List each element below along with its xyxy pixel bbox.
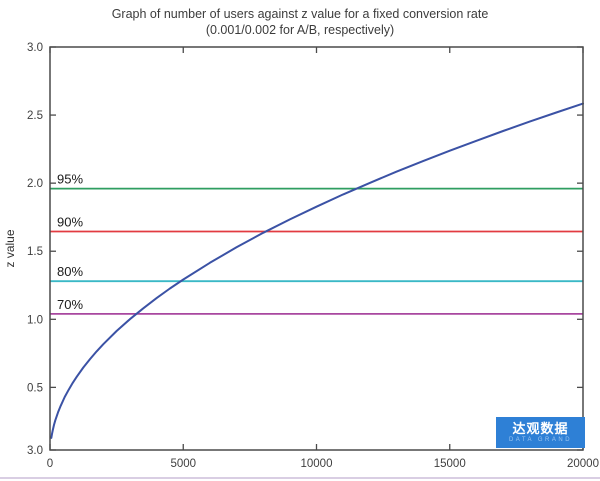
watermark-badge: 达观数据 DATA GRAND (496, 417, 585, 448)
y-tick-label: 1.0 (27, 314, 43, 326)
y-tick-label: 0.5 (27, 382, 43, 394)
bottom-divider (0, 477, 600, 479)
y-axis-title: z value (3, 229, 17, 267)
x-tick-label: 20000 (567, 458, 599, 470)
y-tick-label: 2.0 (27, 178, 43, 190)
y-tick-label: 1.5 (27, 246, 43, 258)
axis-box (49, 46, 584, 451)
reference-line-label-70%: 70% (57, 297, 83, 312)
x-tick-label: 15000 (434, 458, 466, 470)
reference-line-label-80%: 80% (57, 264, 83, 279)
reference-line-label-90%: 90% (57, 214, 83, 229)
chart-title-line1: Graph of number of users against z value… (111, 7, 489, 21)
watermark-en-text: DATA GRAND (508, 437, 573, 443)
x-tick-label: 5000 (170, 458, 196, 470)
watermark-cn-text: 达观数据 (512, 421, 569, 436)
y-tick-label: 2.5 (27, 110, 43, 122)
y-tick-label: 3.0 (27, 42, 43, 54)
reference-line-label-95%: 95% (57, 172, 83, 187)
chart-title-line2: (0.001/0.002 for A/B, respectively) (205, 23, 395, 37)
x-tick-label: 0 (47, 458, 53, 470)
chart-title: Graph of number of users against z value… (0, 6, 600, 38)
series-line (50, 102, 584, 439)
y-tick-label: 3.0 (27, 445, 43, 457)
x-tick-label: 10000 (301, 458, 333, 470)
